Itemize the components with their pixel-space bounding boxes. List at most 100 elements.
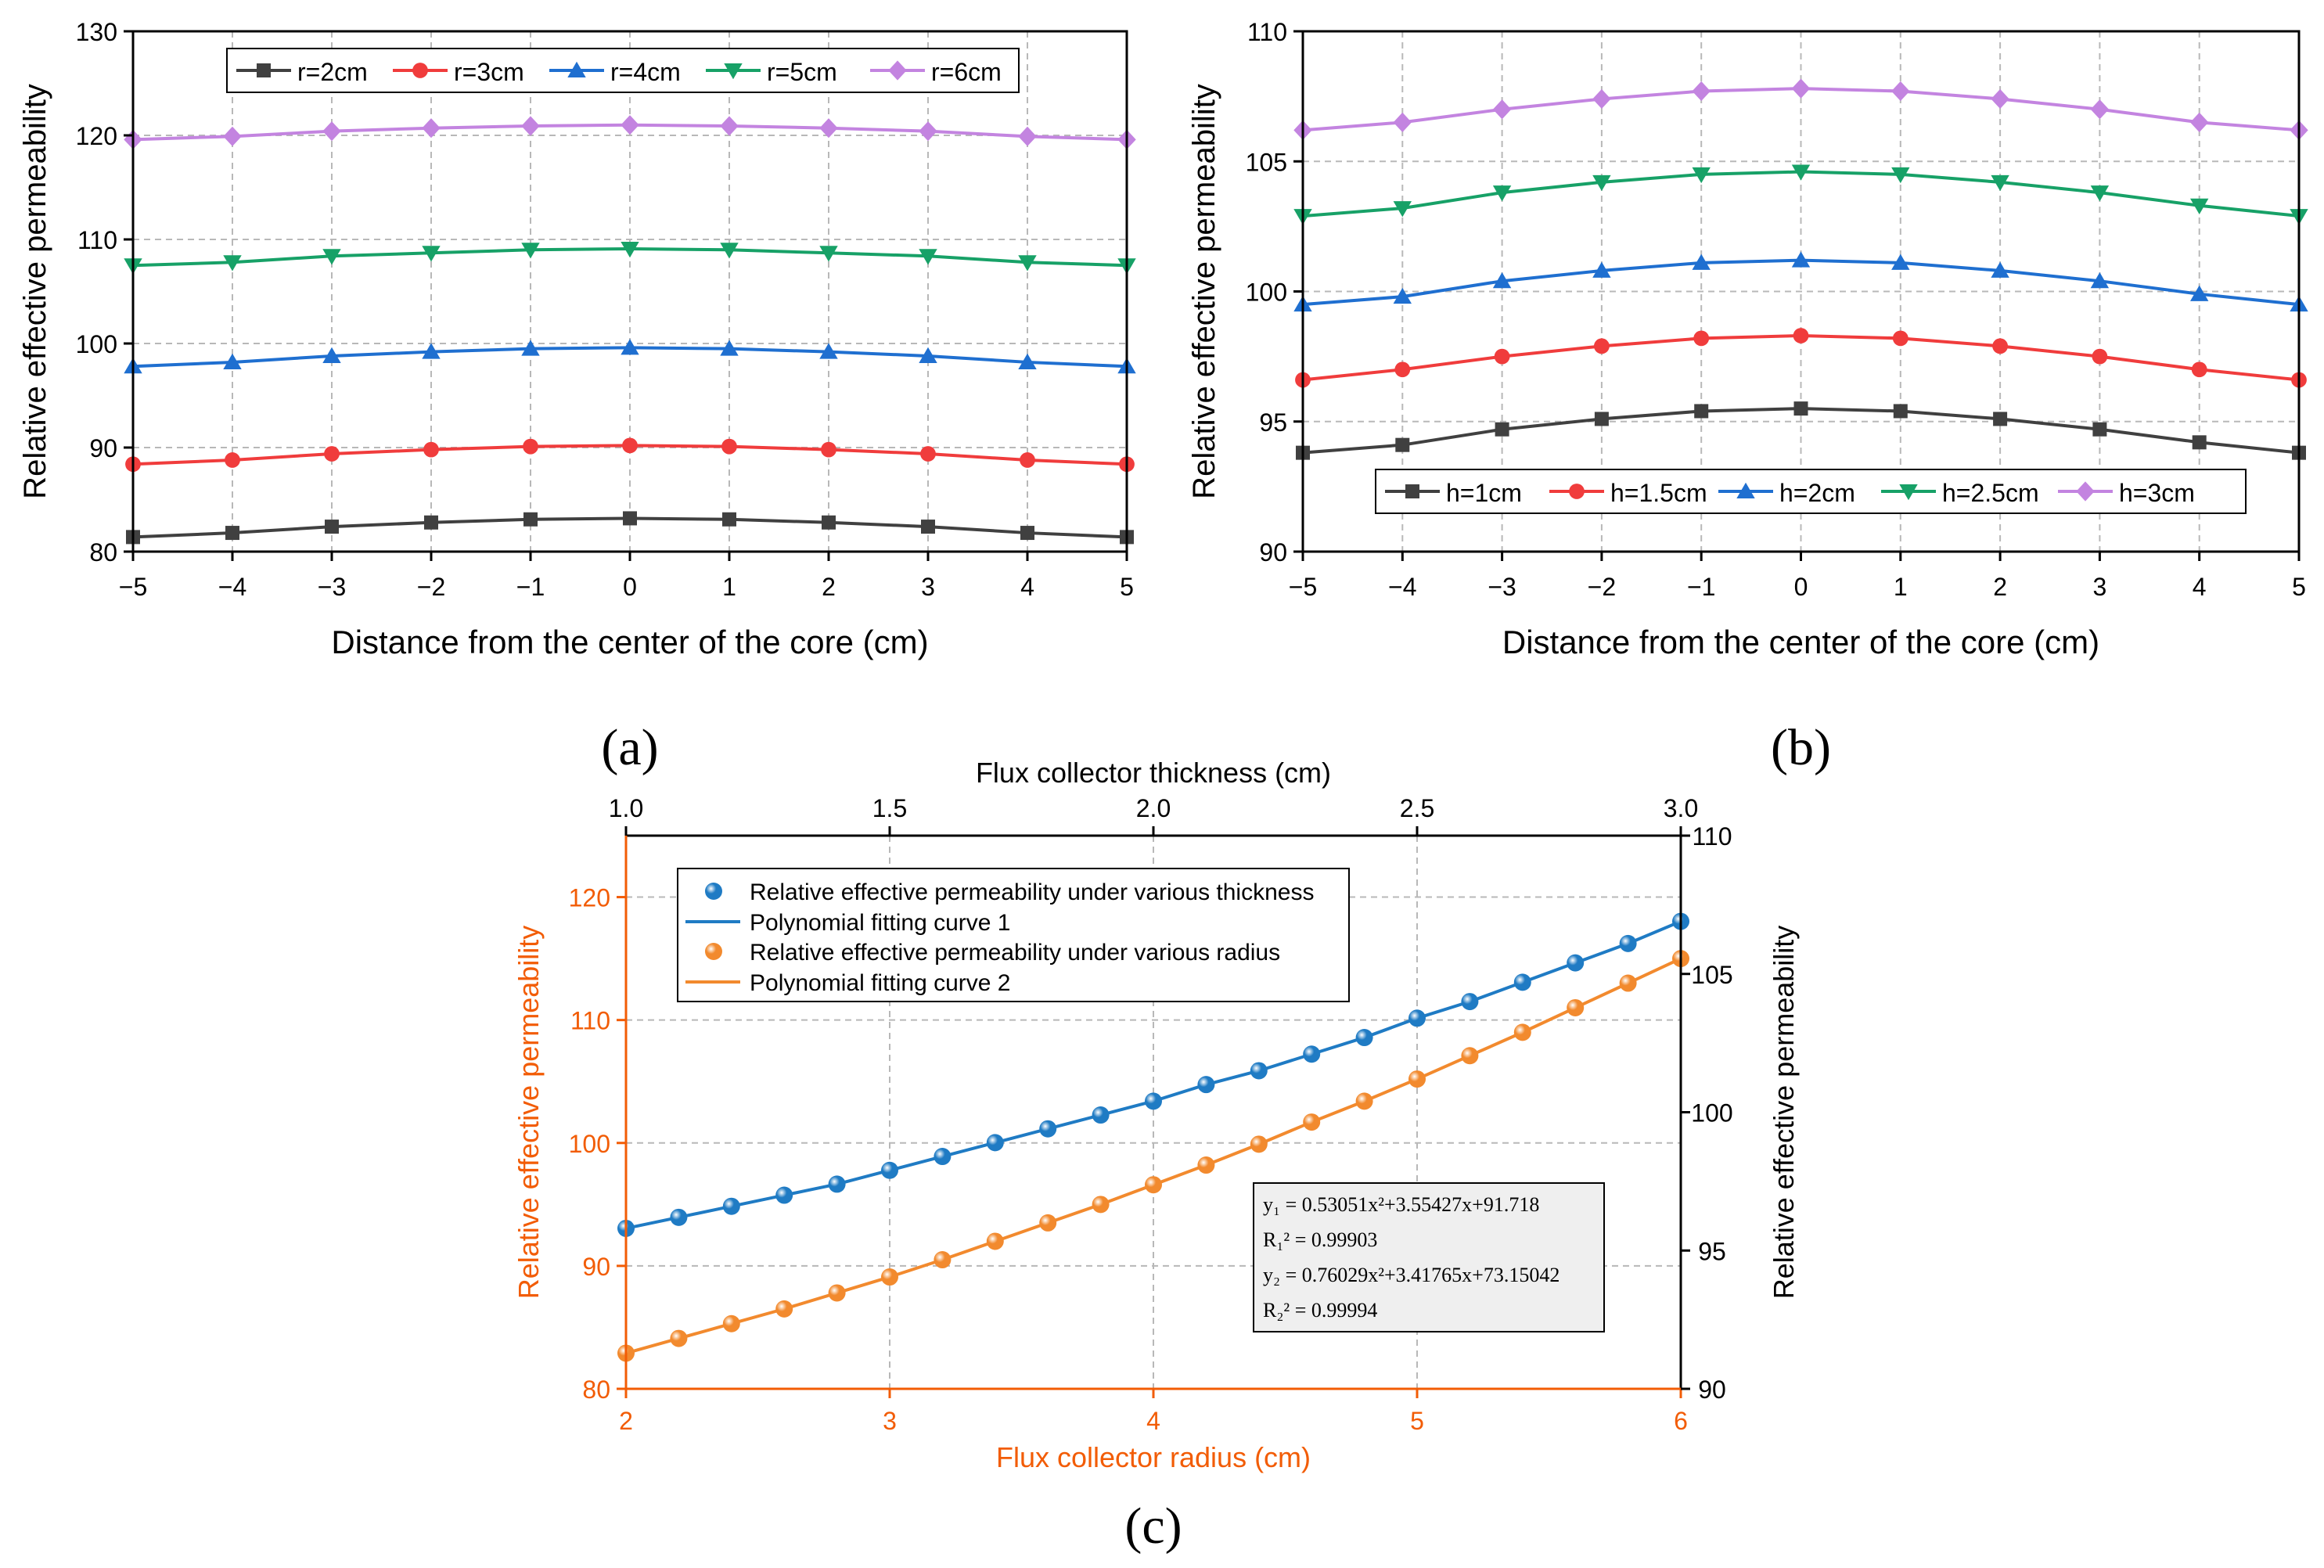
legend-marker — [1569, 484, 1585, 499]
y-axis-title: Relative effective permeability — [18, 84, 52, 499]
data-point-r=5cm — [819, 246, 838, 262]
data-point-h=2cm — [1791, 251, 1811, 268]
data-point-thickness — [881, 1161, 898, 1179]
x-tick-label: −4 — [218, 573, 246, 601]
data-point-thickness — [1567, 954, 1585, 972]
legend-marker — [257, 63, 271, 77]
y-tick-label: 110 — [77, 226, 117, 254]
data-point-thickness — [1513, 973, 1531, 991]
legend-marker — [705, 883, 722, 900]
data-point-r=5cm — [322, 249, 341, 265]
data-point-h=1cm — [2192, 435, 2207, 450]
data-point-r=5cm — [1018, 255, 1037, 272]
data-point-r=2cm — [325, 520, 339, 534]
x-tick-label: −5 — [119, 573, 147, 601]
data-point-r=2cm — [523, 512, 538, 527]
data-point-h=1.5cm — [1693, 330, 1710, 347]
data-point-h=1cm — [1495, 422, 1509, 437]
data-point-thickness — [1145, 1092, 1162, 1110]
data-point-thickness — [1197, 1076, 1215, 1094]
data-point-r=6cm — [223, 126, 242, 146]
x-tick-label: 2 — [822, 573, 836, 601]
y-tick-label: 100 — [1246, 279, 1287, 307]
data-point-h=3cm — [1791, 78, 1811, 99]
legend-label: r=2cm — [297, 58, 368, 86]
y-tick-label: 100 — [76, 330, 117, 358]
x-axis-title: Distance from the center of the core (cm… — [1502, 624, 2099, 660]
data-point-r=2cm — [822, 515, 836, 530]
y-left-tick-label: 110 — [570, 1007, 610, 1035]
y-right-tick-label: 100 — [1691, 1099, 1732, 1127]
equation-line: R₁² = 0.99903 — [1263, 1228, 1377, 1251]
y-right-tick-label: 90 — [1698, 1376, 1726, 1404]
data-point-h=3cm — [1492, 99, 1512, 120]
data-point-thickness — [1092, 1106, 1110, 1124]
data-point-thickness — [1619, 934, 1637, 952]
equation-line: y₁ = 0.53051x²+3.55427x+91.718 — [1263, 1193, 1539, 1216]
data-point-r=2cm — [1020, 526, 1034, 541]
data-point-thickness — [828, 1175, 846, 1193]
y-tick-label: 130 — [76, 18, 117, 46]
data-point-r=4cm — [223, 353, 242, 369]
y-tick-label: 90 — [1259, 538, 1287, 566]
data-point-radius — [1355, 1092, 1373, 1110]
x-tick-label: 5 — [1120, 573, 1134, 601]
data-point-r=4cm — [720, 340, 739, 356]
legend: Relative effective permeability under va… — [677, 868, 1350, 1002]
x-tick-label: 3 — [921, 573, 935, 601]
x-bottom-tick-label: 6 — [1674, 1407, 1688, 1435]
data-point-r=3cm — [920, 446, 936, 462]
y-tick-label: 80 — [89, 538, 117, 566]
data-point-h=3cm — [1692, 81, 1711, 102]
data-point-h=2cm — [2090, 272, 2110, 289]
x-tick-label: 4 — [2193, 573, 2207, 601]
equation-box: y₁ = 0.53051x²+3.55427x+91.718 R₁² = 0.99… — [1253, 1182, 1605, 1332]
data-point-h=1cm — [1993, 412, 2008, 426]
data-point-radius — [1619, 974, 1637, 992]
panel-label: (b) — [1771, 719, 1831, 776]
data-point-h=1cm — [2092, 422, 2107, 437]
y-right-tick-label: 105 — [1691, 961, 1732, 989]
data-point-h=1.5cm — [1594, 338, 1610, 354]
data-point-h=2.5cm — [1991, 174, 2009, 192]
data-point-r=6cm — [322, 121, 341, 142]
data-point-r=3cm — [225, 452, 240, 468]
x-top-tick-label: 2.5 — [1400, 794, 1434, 822]
data-point-h=1cm — [1395, 437, 1410, 452]
y-axis-title: Relative effective permeability — [1187, 84, 1221, 499]
data-point-thickness — [722, 1197, 740, 1215]
panel-label: (a) — [601, 719, 658, 776]
legend-label: h=2cm — [1779, 479, 1855, 507]
data-point-radius — [1039, 1214, 1057, 1232]
legend-label: h=1.5cm — [1610, 479, 1707, 507]
x-tick-label: −2 — [1588, 573, 1616, 601]
data-point-h=2.5cm — [2190, 198, 2209, 215]
equation-box-frame — [1253, 1182, 1605, 1332]
legend-label: Polynomial fitting curve 1 — [750, 910, 1011, 936]
legend-label: Polynomial fitting curve 2 — [750, 970, 1011, 996]
legend-marker — [1899, 484, 1918, 501]
data-point-h=2.5cm — [1393, 201, 1412, 218]
data-point-r=4cm — [1018, 353, 1037, 369]
x-top-tick-label: 1.5 — [872, 794, 907, 822]
data-point-h=3cm — [2090, 99, 2110, 120]
panel-c: 2 3 4 5 6 1.0 1.5 2.0 2.5 3.0 80 90 100 110 120 90 95 100… — [513, 757, 1800, 1555]
legend-label: h=1cm — [1446, 479, 1522, 507]
x-bottom-tick-label: 4 — [1146, 1407, 1160, 1435]
data-point-h=2cm — [1991, 261, 2009, 278]
legend-label: r=5cm — [767, 58, 837, 86]
legend-label: r=4cm — [610, 58, 681, 86]
data-point-thickness — [775, 1186, 793, 1204]
y-right-axis-title: Relative effective permeability — [1768, 926, 1800, 1300]
data-point-h=2.5cm — [1791, 164, 1811, 181]
data-point-h=2cm — [1492, 272, 1512, 289]
x-tick-label: −5 — [1289, 573, 1317, 601]
legend-label: r=3cm — [454, 58, 524, 86]
x-bottom-tick-label: 2 — [619, 1407, 633, 1435]
x-tick-label: 0 — [623, 573, 637, 601]
data-point-h=1.5cm — [2191, 361, 2207, 378]
data-point-radius — [670, 1329, 688, 1347]
data-point-h=3cm — [1891, 81, 1910, 102]
data-point-r=4cm — [819, 343, 838, 359]
